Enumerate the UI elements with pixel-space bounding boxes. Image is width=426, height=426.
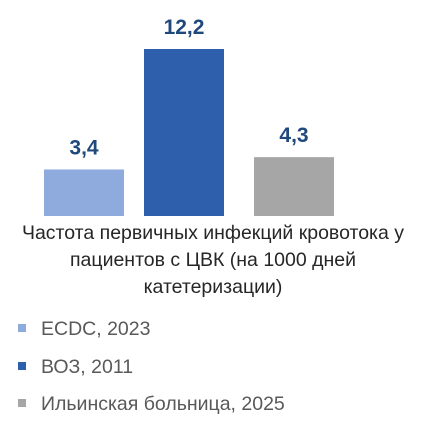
legend-marker-ilyinskaya xyxy=(18,399,26,407)
value-label-ecdc: 3,4 xyxy=(69,136,99,159)
bars-group xyxy=(44,49,334,216)
legend-label-who: ВОЗ, 2011 xyxy=(41,356,133,378)
bar-ilyinskaya xyxy=(254,157,334,216)
legend-label-ecdc: ECDC, 2023 xyxy=(41,318,150,340)
chart-title-line-2: пациентов с ЦВК (на 1000 дней xyxy=(70,249,356,271)
legend-marker-ecdc xyxy=(18,324,26,332)
legend-label-ilyinskaya: Ильинская больница, 2025 xyxy=(41,393,285,415)
chart-title-line-3: катетеризации) xyxy=(144,276,283,298)
value-label-who: 12,2 xyxy=(164,16,205,39)
value-label-ilyinskaya: 4,3 xyxy=(279,124,308,147)
legend-marker-who xyxy=(18,362,26,370)
bar-who xyxy=(144,49,224,216)
legend: ECDC, 2023 ВОЗ, 2011 Ильинская больница,… xyxy=(18,318,285,415)
bar-ecdc xyxy=(44,169,124,216)
value-labels-group: 3,4 12,2 4,3 xyxy=(69,16,308,159)
chart-title-line-1: Частота первичных инфекций кровотока у xyxy=(22,222,404,244)
